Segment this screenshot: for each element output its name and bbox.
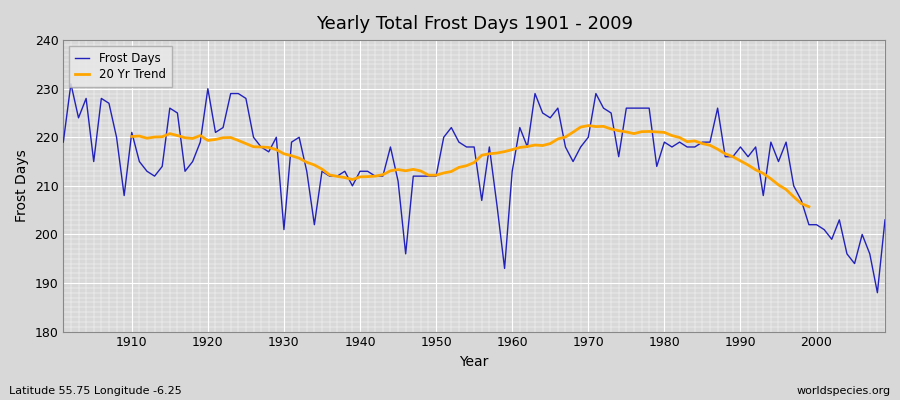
20 Yr Trend <box>804 204 814 209</box>
X-axis label: Year: Year <box>460 355 489 369</box>
Line: 20 Yr Trend: 20 Yr Trend <box>131 126 809 207</box>
Legend: Frost Days, 20 Yr Trend: Frost Days, 20 Yr Trend <box>69 46 172 87</box>
Frost Days <box>126 130 137 135</box>
20 Yr Trend <box>780 187 791 192</box>
Text: Latitude 55.75 Longitude -6.25: Latitude 55.75 Longitude -6.25 <box>9 386 182 396</box>
Frost Days <box>515 125 526 130</box>
Line: Frost Days: Frost Days <box>63 84 885 293</box>
Y-axis label: Frost Days: Frost Days <box>15 150 29 222</box>
Frost Days <box>606 110 616 115</box>
Frost Days <box>339 169 350 174</box>
Frost Days <box>879 218 890 222</box>
Frost Days <box>293 135 304 140</box>
20 Yr Trend <box>606 127 616 132</box>
20 Yr Trend <box>126 134 137 139</box>
Text: worldspecies.org: worldspecies.org <box>796 386 891 396</box>
Frost Days <box>507 169 517 174</box>
20 Yr Trend <box>697 141 707 146</box>
20 Yr Trend <box>332 174 343 179</box>
20 Yr Trend <box>583 123 594 128</box>
Frost Days <box>58 140 68 144</box>
Title: Yearly Total Frost Days 1901 - 2009: Yearly Total Frost Days 1901 - 2009 <box>316 15 633 33</box>
20 Yr Trend <box>712 147 723 152</box>
Frost Days <box>66 82 77 86</box>
Frost Days <box>872 290 883 295</box>
20 Yr Trend <box>218 135 229 140</box>
